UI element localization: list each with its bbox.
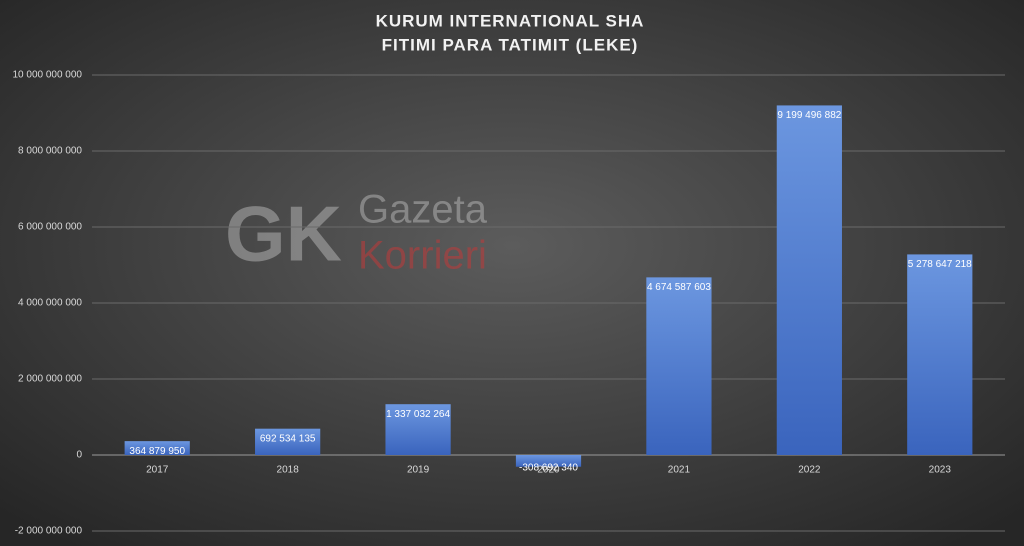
value-label: -308 692 340 xyxy=(519,463,578,474)
y-tick-label: 2 000 000 000 xyxy=(18,374,82,385)
value-label: 364 879 950 xyxy=(129,446,185,457)
value-label: 1 337 032 264 xyxy=(386,409,450,420)
value-label: 5 278 647 218 xyxy=(908,259,972,270)
x-tick-label: 2023 xyxy=(929,465,952,476)
bar xyxy=(515,455,582,467)
bar xyxy=(124,441,190,455)
watermark-text: Gazeta xyxy=(358,188,488,232)
y-tick-label: 0 xyxy=(76,450,82,461)
x-tick-label: 2018 xyxy=(277,465,300,476)
value-label: 9 199 496 882 xyxy=(777,110,841,121)
watermark-text: Korrieri xyxy=(358,234,487,278)
chart-title: KURUM INTERNATIONAL SHA xyxy=(376,11,645,30)
y-tick-label: 8 000 000 000 xyxy=(18,146,82,157)
x-tick-label: 2017 xyxy=(146,465,169,476)
bar xyxy=(646,277,712,455)
bar xyxy=(255,428,321,455)
watermark: GK Gazeta Korrieri xyxy=(225,188,488,278)
x-tick-label: 2019 xyxy=(407,465,430,476)
x-tick-label: 2021 xyxy=(668,465,691,476)
y-tick-label: 6 000 000 000 xyxy=(18,222,82,233)
bar xyxy=(385,404,451,455)
watermark-logo: GK xyxy=(225,190,342,278)
y-tick-label: 10 000 000 000 xyxy=(12,70,82,81)
y-tick-label: 4 000 000 000 xyxy=(18,298,82,309)
x-tick-label: 2020 xyxy=(537,465,560,476)
x-tick-label: 2022 xyxy=(798,465,821,476)
y-tick-label: -2 000 000 000 xyxy=(15,526,83,537)
bar xyxy=(907,254,973,455)
value-label: 692 534 135 xyxy=(260,433,316,444)
bar xyxy=(776,105,842,455)
value-label: 4 674 587 603 xyxy=(647,282,711,293)
chart-title: FITIMI PARA TATIMIT (LEKE) xyxy=(382,35,639,54)
